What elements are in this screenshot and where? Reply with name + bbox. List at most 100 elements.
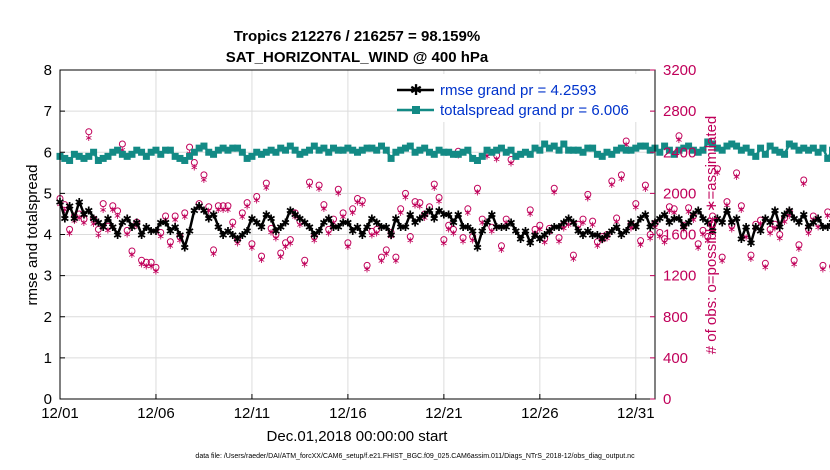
rmse-point: ✱ bbox=[391, 213, 400, 226]
rmse-point: ✱ bbox=[761, 213, 770, 226]
rmse-point: ✱ bbox=[262, 208, 271, 221]
rmse-point: ✱ bbox=[127, 221, 136, 234]
totalspread-point bbox=[579, 148, 587, 156]
obs-assimilated-point: ∗ bbox=[608, 180, 616, 191]
totalspread-point bbox=[205, 148, 213, 156]
obs-assimilated-point: ∗ bbox=[387, 232, 395, 243]
obs-assimilated-point: ∗ bbox=[181, 212, 189, 223]
rmse-point: ✱ bbox=[458, 221, 467, 234]
obs-possible-point bbox=[569, 251, 577, 259]
obs-assimilated-point: ∗ bbox=[137, 259, 145, 270]
obs-assimilated-point: ∗ bbox=[94, 231, 102, 242]
obs-assimilated-point: ∗ bbox=[277, 252, 285, 263]
obs-possible-point bbox=[464, 205, 472, 213]
obs-markers: ∗∗∗∗∗∗∗∗∗∗∗∗∗∗∗∗∗∗∗∗∗∗∗∗∗∗∗∗∗∗∗∗∗∗∗∗∗∗∗∗… bbox=[56, 99, 830, 277]
rmse-point: ✱ bbox=[171, 221, 180, 234]
obs-possible-point bbox=[334, 185, 342, 193]
obs-possible-point bbox=[641, 181, 649, 189]
axis-ticks: 0 1 2 3 4 5 6 7 8 0 400 800 1200 1600 2000 2400 2800 3200… bbox=[41, 62, 696, 422]
totalspread-point bbox=[133, 146, 141, 154]
obs-assimilated-point: ∗ bbox=[291, 212, 299, 223]
obs-assimilated-point: ∗ bbox=[161, 215, 169, 226]
totalspread-point bbox=[315, 146, 323, 154]
obs-possible-point bbox=[416, 199, 424, 207]
rmse-point: ✱ bbox=[526, 237, 535, 250]
rmse-point: ✱ bbox=[291, 208, 300, 221]
obs-possible-point bbox=[382, 246, 390, 254]
obs-assimilated-point: ∗ bbox=[272, 234, 280, 245]
obs-assimilated-point: ∗ bbox=[416, 202, 424, 213]
rmse-point: ✱ bbox=[281, 217, 290, 230]
obs-assimilated-point: ∗ bbox=[780, 217, 788, 228]
obs-assimilated-point: ∗ bbox=[85, 133, 93, 144]
obs-possible-point bbox=[344, 239, 352, 247]
totalspread-point bbox=[824, 154, 830, 162]
rmse-point: ✱ bbox=[679, 221, 688, 234]
obs-possible-point bbox=[114, 207, 122, 215]
totalspread-point bbox=[238, 148, 246, 156]
obs-assimilated-point: ∗ bbox=[334, 188, 342, 199]
obs-assimilated-point: ∗ bbox=[761, 262, 769, 273]
rmse-point: ✱ bbox=[204, 213, 213, 226]
obs-possible-point bbox=[622, 137, 630, 145]
obs-possible-point bbox=[349, 205, 357, 213]
totalspread-point bbox=[210, 150, 218, 158]
rmse-point: ✱ bbox=[742, 221, 751, 234]
totalspread-point bbox=[440, 148, 448, 156]
totalspread-point bbox=[320, 144, 328, 152]
totalspread-point bbox=[219, 144, 227, 152]
obs-possible-point bbox=[550, 184, 558, 192]
obs-possible-point bbox=[723, 198, 731, 206]
obs-assimilated-point: ∗ bbox=[238, 212, 246, 223]
rmse-point: ✱ bbox=[185, 225, 194, 238]
rmse-point: ✱ bbox=[252, 217, 261, 230]
rmse-point: ✱ bbox=[737, 233, 746, 246]
obs-assimilated-point: ∗ bbox=[353, 198, 361, 209]
obs-possible-point bbox=[737, 202, 745, 210]
obs-possible-point bbox=[339, 209, 347, 217]
totalspread-point bbox=[589, 144, 597, 152]
totalspread-point bbox=[195, 144, 203, 152]
obs-possible-point bbox=[531, 225, 539, 233]
obs-assimilated-point: ∗ bbox=[732, 172, 740, 183]
totalspread-point bbox=[94, 156, 102, 164]
obs-possible-point bbox=[704, 233, 712, 241]
obs-assimilated-point: ∗ bbox=[128, 250, 136, 261]
rmse-point: ✱ bbox=[396, 221, 405, 234]
rmse-point: ✱ bbox=[123, 213, 132, 226]
rmse-point: ✱ bbox=[65, 200, 74, 213]
y-tick-label-right: 800 bbox=[663, 309, 688, 326]
totalspread-point bbox=[387, 154, 395, 162]
obs-assimilated-point: ∗ bbox=[814, 222, 822, 233]
obs-assimilated-point: ∗ bbox=[248, 243, 256, 254]
rmse-point: ✱ bbox=[506, 217, 515, 230]
rmse-point: ✱ bbox=[425, 204, 434, 217]
totalspread-point bbox=[445, 148, 453, 156]
rmse-point: ✱ bbox=[113, 229, 122, 242]
obs-possible-point bbox=[713, 165, 721, 173]
totalspread-point bbox=[75, 152, 83, 160]
rmse-point: ✱ bbox=[79, 208, 88, 221]
y-tick-label-right: 3200 bbox=[663, 62, 696, 79]
rmse-point: ✱ bbox=[99, 221, 108, 234]
totalspread-point bbox=[800, 144, 808, 152]
obs-possible-point bbox=[377, 253, 385, 261]
y-tick-label-right: 400 bbox=[663, 350, 688, 367]
obs-possible-point bbox=[406, 233, 414, 241]
rmse-point: ✱ bbox=[444, 208, 453, 221]
obs-assimilated-point: ∗ bbox=[305, 181, 313, 192]
totalspread-point bbox=[584, 144, 592, 152]
obs-assimilated-point: ∗ bbox=[257, 255, 265, 266]
rmse-point: ✱ bbox=[180, 241, 189, 254]
obs-assimilated-point: ∗ bbox=[444, 224, 452, 235]
obs-possible-point bbox=[411, 198, 419, 206]
totalspread-point bbox=[272, 148, 280, 156]
obs-assimilated-point: ∗ bbox=[459, 237, 467, 248]
rmse-point: ✱ bbox=[367, 213, 376, 226]
rmse-point: ✱ bbox=[439, 208, 448, 221]
legend-marker-totalspread bbox=[412, 106, 420, 114]
totalspread-point bbox=[90, 148, 98, 156]
obs-possible-point bbox=[325, 225, 333, 233]
obs-possible-point bbox=[617, 171, 625, 179]
rmse-point: ✱ bbox=[319, 217, 328, 230]
